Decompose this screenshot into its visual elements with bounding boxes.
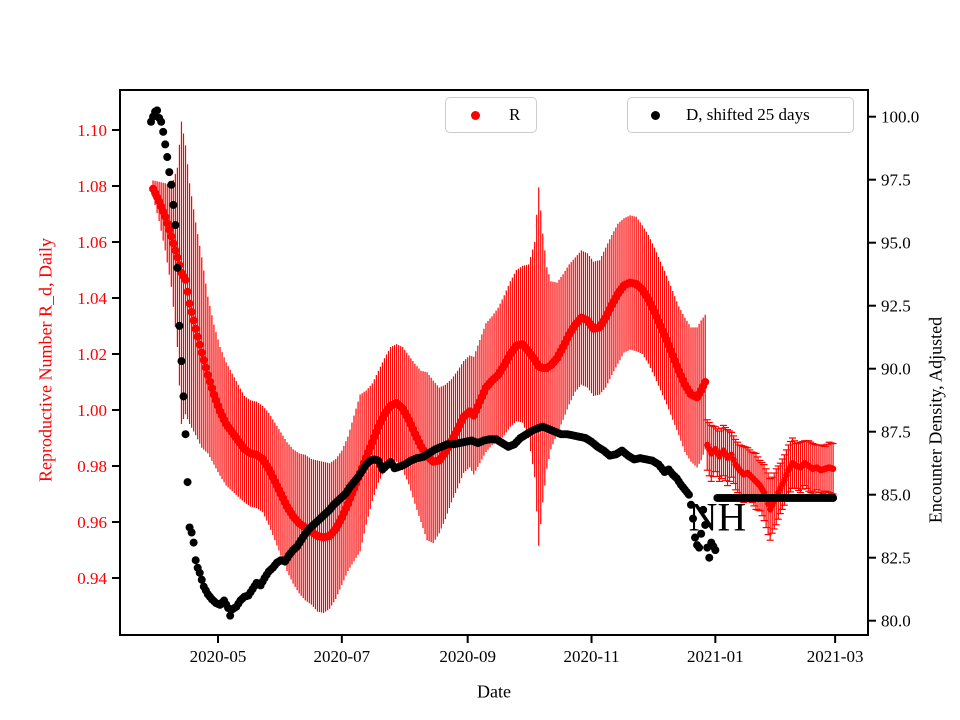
left-tick-label: 0.98	[77, 457, 107, 476]
x-tick-label: 2020-11	[564, 647, 620, 666]
legend-marker-D-icon	[651, 110, 660, 120]
x-tick-label: 2020-09	[439, 647, 496, 666]
right-tick-label: 85.0	[881, 486, 911, 505]
right-tick-label: 87.5	[881, 423, 911, 442]
left-tick-label: 1.00	[77, 401, 107, 420]
x-tick-label: 2020-07	[313, 647, 370, 666]
left-tick-label: 1.06	[77, 233, 107, 252]
right-tick-label: 82.5	[881, 549, 911, 568]
legend-label-R: R	[509, 105, 521, 124]
legend-marker-R-icon	[471, 110, 480, 120]
right-tick-label: 97.5	[881, 171, 911, 190]
left-tick-label: 0.96	[77, 513, 107, 532]
left-tick-label: 1.08	[77, 177, 107, 196]
x-tick-label: 2021-03	[807, 647, 864, 666]
series-D-shifted-25-days	[147, 106, 838, 620]
markers	[149, 184, 710, 542]
x-axis-ticks: 2020-05 2020-07 2020-09 2020-11 2021-01 2021-…	[190, 635, 864, 666]
left-tick-label: 1.10	[77, 121, 107, 140]
markers	[147, 106, 693, 620]
legend-R: R	[445, 97, 537, 133]
x-tick-label: 2021-01	[687, 647, 744, 666]
left-tick-label: 0.94	[77, 569, 107, 588]
right-axis-ticks: 80.0 82.5 85.0 87.5 90.0 92.5 95.0 97.5 100.0	[868, 108, 919, 631]
markers	[713, 493, 838, 502]
x-axis-title: Date	[477, 681, 511, 702]
right-tick-label: 100.0	[881, 108, 919, 127]
left-tick-label: 1.04	[77, 289, 107, 308]
error-bars	[152, 121, 706, 613]
right-axis-title: Encounter Density, Adjusted	[925, 316, 946, 524]
left-axis-title: Reproductive Number R_d, Daily	[35, 238, 56, 482]
annotation-NH: NH	[688, 494, 746, 539]
right-tick-label: 95.0	[881, 234, 911, 253]
left-axis-ticks: 0.94 0.96 0.98 1.00 1.02 1.04 1.06 1.08 1.10	[77, 121, 120, 588]
left-tick-label: 1.02	[77, 345, 107, 364]
right-tick-label: 92.5	[881, 297, 911, 316]
right-tick-label: 80.0	[881, 612, 911, 631]
legend-D: D, shifted 25 days	[627, 97, 854, 133]
markers	[686, 500, 720, 562]
plot-frame	[119, 89, 869, 636]
legend-label-D: D, shifted 25 days	[686, 105, 810, 124]
right-tick-label: 90.0	[881, 360, 911, 379]
x-tick-label: 2020-05	[190, 647, 247, 666]
